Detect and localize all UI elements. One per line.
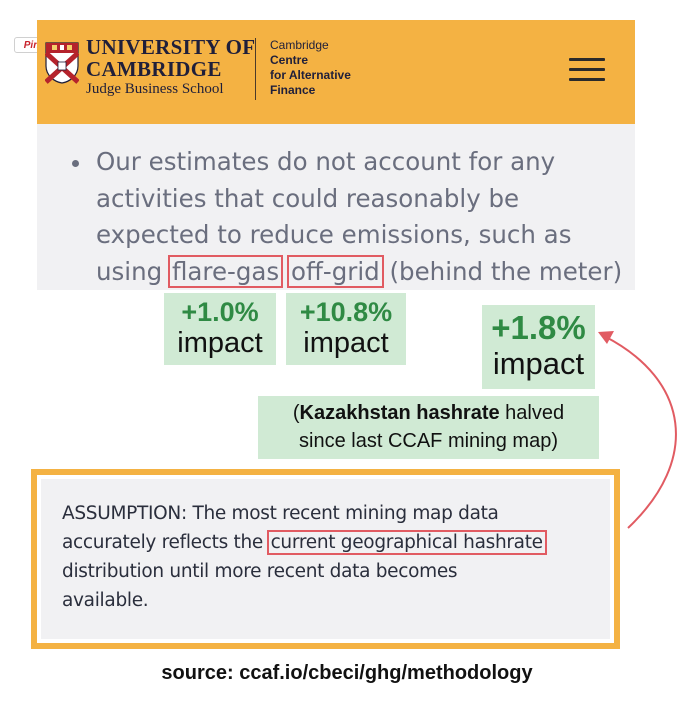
- university-name: UNIVERSITY OF CAMBRIDGE: [86, 35, 256, 81]
- hamburger-menu-icon[interactable]: [569, 58, 605, 84]
- bullet-text: Our estimates do not account for any act…: [96, 147, 623, 288]
- ccaf-logo-text: Cambridge Centre for Alternative Finance: [270, 38, 351, 97]
- cambridge-crest-icon: [45, 42, 79, 84]
- off-grid-highlight: off-grid: [287, 254, 384, 288]
- assumption-text: ASSUMPTION: The most recent mining map d…: [62, 499, 602, 615]
- kazakhstan-note: (Kazakhstan hashrate halved since last C…: [258, 396, 599, 459]
- site-header: UNIVERSITY OF CAMBRIDGE Judge Business S…: [37, 20, 635, 124]
- flare-gas-highlight: flare-gas: [167, 254, 284, 288]
- bullet-panel: Our estimates do not account for any act…: [37, 124, 635, 290]
- source-caption: source: ccaf.io/cbeci/ghg/methodology: [161, 662, 533, 684]
- hashrate-impact-box: +1.8% impact: [482, 305, 595, 389]
- assumption-box: ASSUMPTION: The most recent mining map d…: [31, 469, 620, 649]
- hashrate-highlight: current geographical hashrate: [266, 530, 547, 555]
- off-grid-impact-box: +10.8% impact: [286, 293, 406, 365]
- school-name: Judge Business School: [86, 81, 224, 97]
- flare-gas-impact-box: +1.0% impact: [164, 293, 276, 365]
- header-divider: [255, 38, 256, 100]
- bullet-dot-icon: [72, 160, 79, 167]
